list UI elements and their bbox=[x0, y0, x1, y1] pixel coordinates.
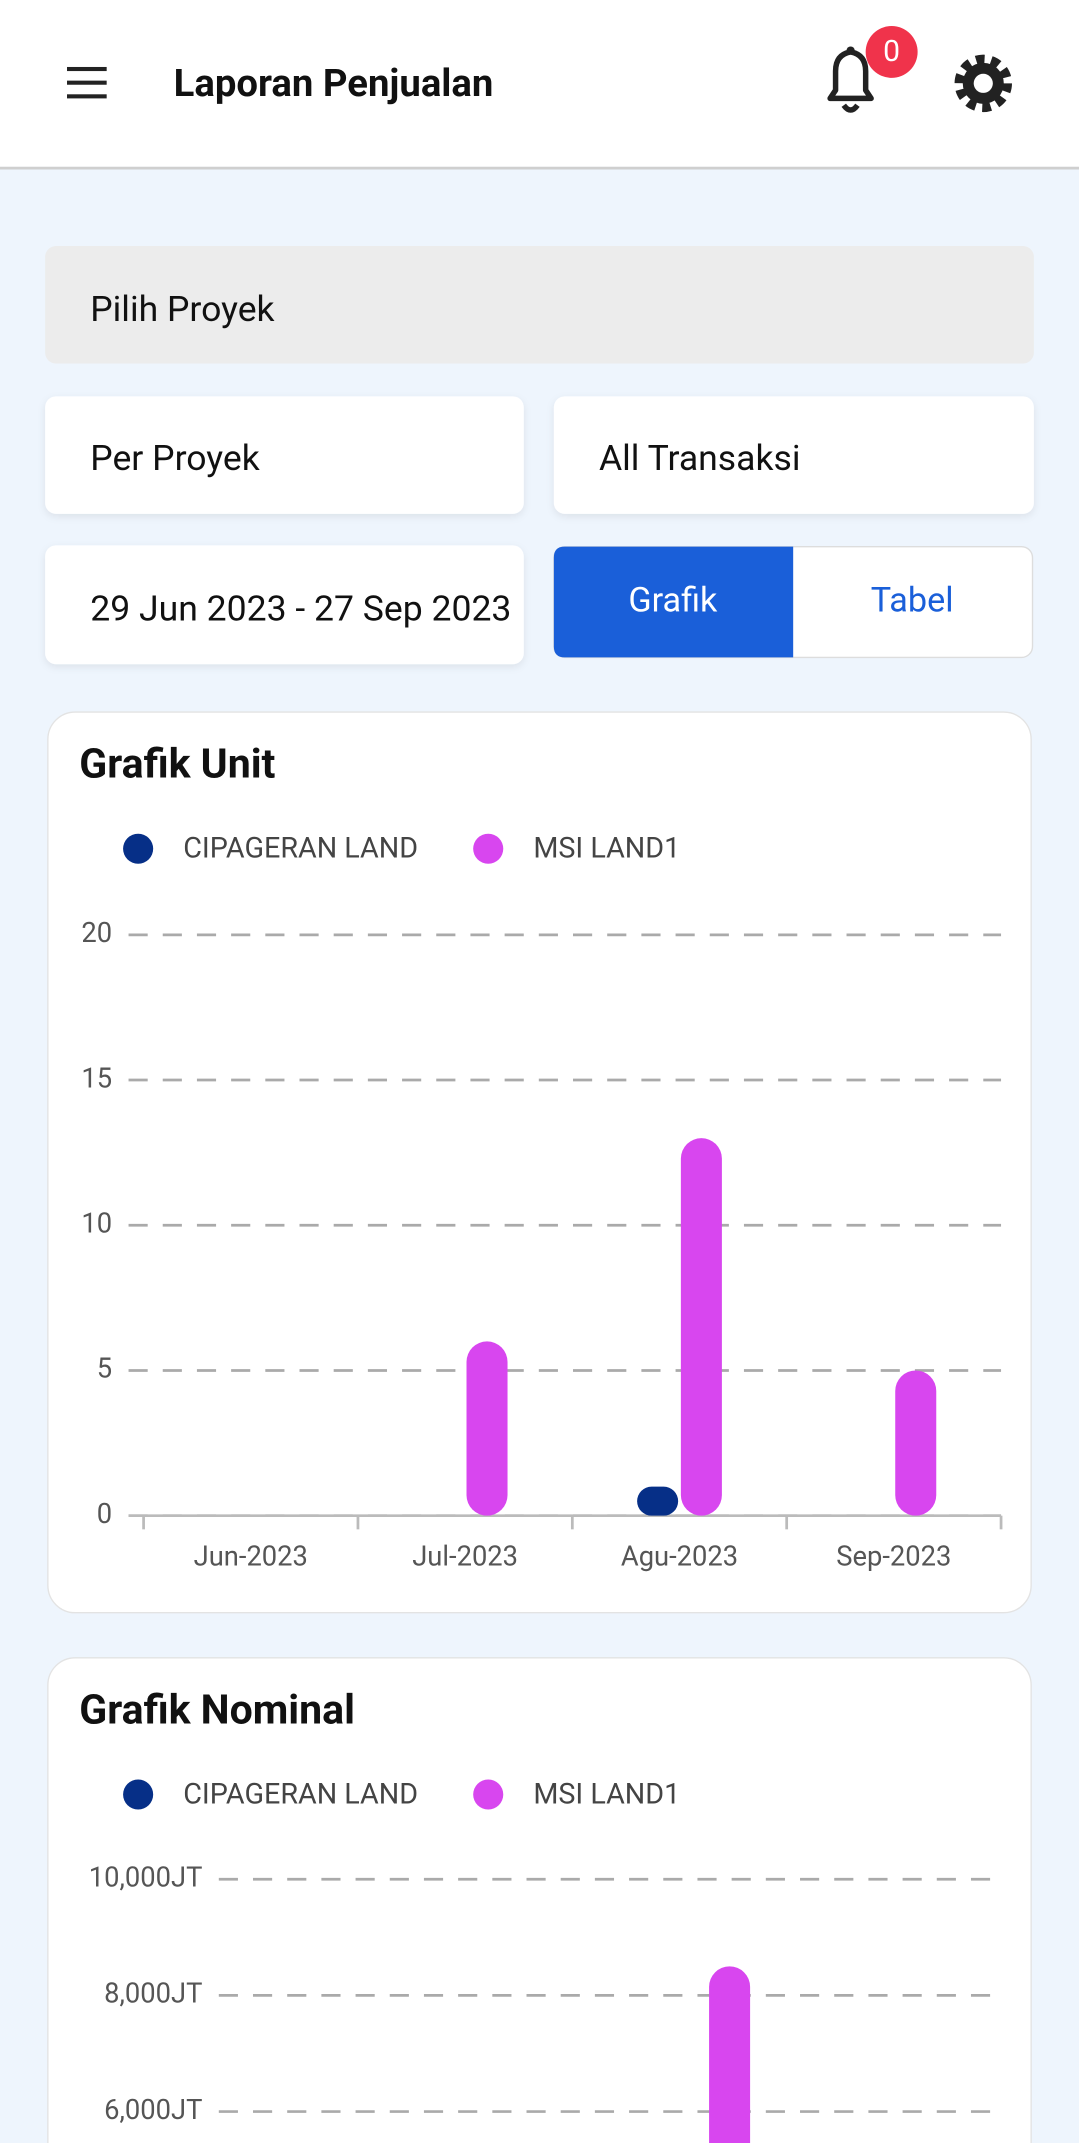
bar bbox=[680, 1138, 722, 1516]
chart-card bbox=[47, 1657, 1032, 2143]
grouping-select[interactable] bbox=[45, 396, 524, 514]
x-tick-label: Agu-2023 bbox=[621, 1540, 738, 1572]
y-tick-label: 15 bbox=[81, 1062, 112, 1094]
date-range-text: 29 Jun 2023 - 27 Sep 2023 bbox=[90, 587, 511, 629]
view-option-label: Grafik bbox=[628, 581, 718, 621]
badge-count: 0 bbox=[883, 34, 900, 69]
legend-marker bbox=[123, 1779, 154, 1810]
bar bbox=[709, 1966, 751, 2143]
grouping-select-text: Per Proyek bbox=[90, 437, 259, 479]
menu-button[interactable] bbox=[67, 66, 107, 99]
y-tick-label: 8,000JT bbox=[104, 1978, 202, 2010]
legend-label: CIPAGERAN LAND bbox=[183, 832, 418, 866]
project-select[interactable] bbox=[45, 246, 1034, 364]
legend-marker bbox=[473, 833, 504, 864]
y-tick-label: 10 bbox=[81, 1207, 112, 1239]
legend-label: MSI LAND1 bbox=[533, 1777, 680, 1811]
chart-title: Grafik Unit bbox=[79, 741, 275, 789]
y-tick-label: 20 bbox=[81, 917, 112, 949]
notification-button[interactable]: 0 bbox=[827, 25, 918, 113]
settings-button[interactable] bbox=[954, 54, 1012, 113]
legend-label: CIPAGERAN LAND bbox=[183, 1777, 418, 1811]
date-range-picker[interactable] bbox=[45, 545, 524, 665]
y-tick-label: 10,000JT bbox=[89, 1861, 203, 1893]
bar bbox=[637, 1486, 679, 1516]
project-select-text: Pilih Proyek bbox=[90, 288, 274, 330]
charts: Grafik Unit CIPAGERAN LAND MSI LAND1 0 5 10 15… bbox=[79, 741, 1003, 2143]
app-bar bbox=[0, 0, 1079, 167]
x-tick-label: Jul-2023 bbox=[412, 1540, 518, 1572]
y-tick-label: 6,000JT bbox=[104, 2094, 202, 2126]
x-tick-label: Jun-2023 bbox=[194, 1540, 308, 1572]
legend-marker bbox=[473, 1779, 504, 1810]
y-tick-label: 0 bbox=[97, 1498, 112, 1530]
badge bbox=[865, 25, 918, 78]
view-option-label[interactable]: Tabel bbox=[871, 581, 954, 621]
chart-card bbox=[47, 711, 1032, 1614]
transaction-select-text: All Transaksi bbox=[599, 437, 800, 479]
page-title: Laporan Penjualan bbox=[174, 61, 494, 106]
x-tick-label: Sep-2023 bbox=[836, 1540, 951, 1572]
y-tick-label: 5 bbox=[97, 1353, 112, 1385]
bar bbox=[895, 1370, 937, 1516]
legend-marker bbox=[123, 833, 154, 864]
view-option-grafik[interactable] bbox=[553, 546, 794, 658]
transaction-select[interactable] bbox=[553, 396, 1034, 514]
legend-label: MSI LAND1 bbox=[533, 832, 680, 866]
bar bbox=[466, 1341, 508, 1516]
chart-title: Grafik Nominal bbox=[79, 1686, 355, 1734]
